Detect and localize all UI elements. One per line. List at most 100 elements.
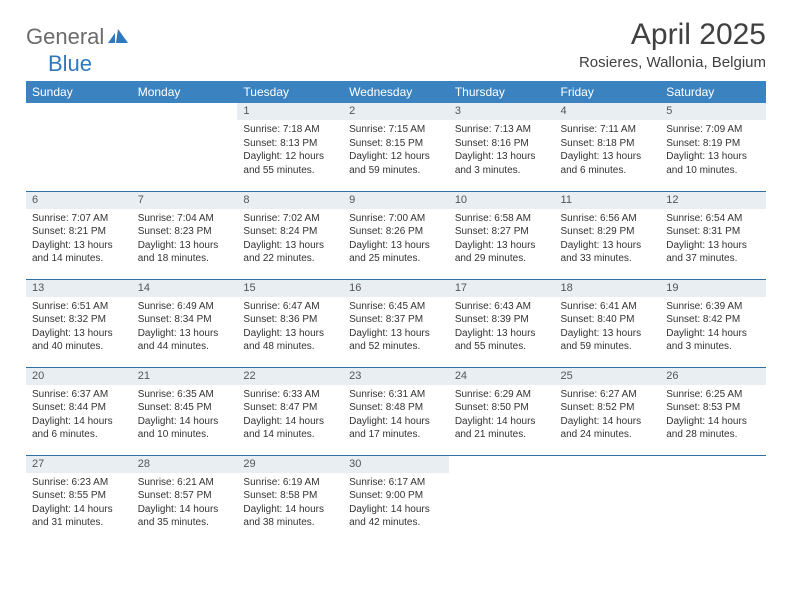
- day-details: Sunrise: 6:45 AMSunset: 8:37 PMDaylight:…: [343, 297, 449, 354]
- day-number: 4: [555, 103, 661, 120]
- day-header: Tuesday: [237, 81, 343, 103]
- brand-part2: Blue: [48, 51, 92, 77]
- day-number: 15: [237, 280, 343, 297]
- day-number: 1: [237, 103, 343, 120]
- day-details: Sunrise: 7:00 AMSunset: 8:26 PMDaylight:…: [343, 209, 449, 266]
- calendar-cell: .: [449, 455, 555, 543]
- day-number: 21: [132, 368, 238, 385]
- day-header: Friday: [555, 81, 661, 103]
- calendar-table: Sunday Monday Tuesday Wednesday Thursday…: [26, 81, 766, 543]
- day-number: 3: [449, 103, 555, 120]
- day-details: Sunrise: 6:35 AMSunset: 8:45 PMDaylight:…: [132, 385, 238, 442]
- day-details: Sunrise: 6:49 AMSunset: 8:34 PMDaylight:…: [132, 297, 238, 354]
- day-details: Sunrise: 6:43 AMSunset: 8:39 PMDaylight:…: [449, 297, 555, 354]
- day-number: 24: [449, 368, 555, 385]
- calendar-cell: 16Sunrise: 6:45 AMSunset: 8:37 PMDayligh…: [343, 279, 449, 367]
- calendar-cell: 18Sunrise: 6:41 AMSunset: 8:40 PMDayligh…: [555, 279, 661, 367]
- day-details: Sunrise: 6:19 AMSunset: 8:58 PMDaylight:…: [237, 473, 343, 530]
- day-number: 6: [26, 192, 132, 209]
- day-number: 19: [660, 280, 766, 297]
- calendar-cell: 8Sunrise: 7:02 AMSunset: 8:24 PMDaylight…: [237, 191, 343, 279]
- day-details: Sunrise: 6:54 AMSunset: 8:31 PMDaylight:…: [660, 209, 766, 266]
- calendar-cell: 1Sunrise: 7:18 AMSunset: 8:13 PMDaylight…: [237, 103, 343, 191]
- calendar-cell: .: [555, 455, 661, 543]
- day-details: Sunrise: 6:56 AMSunset: 8:29 PMDaylight:…: [555, 209, 661, 266]
- day-number: 25: [555, 368, 661, 385]
- day-details: Sunrise: 6:33 AMSunset: 8:47 PMDaylight:…: [237, 385, 343, 442]
- location-text: Rosieres, Wallonia, Belgium: [579, 54, 766, 71]
- calendar-cell: .: [132, 103, 238, 191]
- day-details: Sunrise: 6:51 AMSunset: 8:32 PMDaylight:…: [26, 297, 132, 354]
- calendar-cell: 15Sunrise: 6:47 AMSunset: 8:36 PMDayligh…: [237, 279, 343, 367]
- calendar-row: 6Sunrise: 7:07 AMSunset: 8:21 PMDaylight…: [26, 191, 766, 279]
- day-details: Sunrise: 7:02 AMSunset: 8:24 PMDaylight:…: [237, 209, 343, 266]
- day-details: Sunrise: 7:07 AMSunset: 8:21 PMDaylight:…: [26, 209, 132, 266]
- day-number: 13: [26, 280, 132, 297]
- day-details: Sunrise: 6:21 AMSunset: 8:57 PMDaylight:…: [132, 473, 238, 530]
- day-details: Sunrise: 6:17 AMSunset: 9:00 PMDaylight:…: [343, 473, 449, 530]
- calendar-cell: 30Sunrise: 6:17 AMSunset: 9:00 PMDayligh…: [343, 455, 449, 543]
- day-number: 23: [343, 368, 449, 385]
- day-number: 12: [660, 192, 766, 209]
- header: General April 2025 Rosieres, Wallonia, B…: [26, 18, 766, 71]
- calendar-cell: 26Sunrise: 6:25 AMSunset: 8:53 PMDayligh…: [660, 367, 766, 455]
- calendar-cell: 28Sunrise: 6:21 AMSunset: 8:57 PMDayligh…: [132, 455, 238, 543]
- calendar-cell: 20Sunrise: 6:37 AMSunset: 8:44 PMDayligh…: [26, 367, 132, 455]
- calendar-cell: .: [660, 455, 766, 543]
- brand-part1: General: [26, 24, 104, 50]
- calendar-cell: 17Sunrise: 6:43 AMSunset: 8:39 PMDayligh…: [449, 279, 555, 367]
- day-details: Sunrise: 6:39 AMSunset: 8:42 PMDaylight:…: [660, 297, 766, 354]
- calendar-cell: 6Sunrise: 7:07 AMSunset: 8:21 PMDaylight…: [26, 191, 132, 279]
- day-number: 28: [132, 456, 238, 473]
- day-header: Thursday: [449, 81, 555, 103]
- calendar-cell: 29Sunrise: 6:19 AMSunset: 8:58 PMDayligh…: [237, 455, 343, 543]
- calendar-cell: 5Sunrise: 7:09 AMSunset: 8:19 PMDaylight…: [660, 103, 766, 191]
- day-number: 10: [449, 192, 555, 209]
- day-number: 9: [343, 192, 449, 209]
- day-number: 30: [343, 456, 449, 473]
- day-details: Sunrise: 6:47 AMSunset: 8:36 PMDaylight:…: [237, 297, 343, 354]
- day-header: Saturday: [660, 81, 766, 103]
- calendar-row: 13Sunrise: 6:51 AMSunset: 8:32 PMDayligh…: [26, 279, 766, 367]
- day-number: 16: [343, 280, 449, 297]
- day-details: Sunrise: 6:31 AMSunset: 8:48 PMDaylight:…: [343, 385, 449, 442]
- day-number: 2: [343, 103, 449, 120]
- day-details: Sunrise: 7:09 AMSunset: 8:19 PMDaylight:…: [660, 120, 766, 177]
- day-number: 17: [449, 280, 555, 297]
- day-details: Sunrise: 6:29 AMSunset: 8:50 PMDaylight:…: [449, 385, 555, 442]
- day-number: 22: [237, 368, 343, 385]
- calendar-cell: .: [26, 103, 132, 191]
- calendar-cell: 12Sunrise: 6:54 AMSunset: 8:31 PMDayligh…: [660, 191, 766, 279]
- day-details: Sunrise: 7:13 AMSunset: 8:16 PMDaylight:…: [449, 120, 555, 177]
- calendar-cell: 19Sunrise: 6:39 AMSunset: 8:42 PMDayligh…: [660, 279, 766, 367]
- day-number: 20: [26, 368, 132, 385]
- day-number: 5: [660, 103, 766, 120]
- calendar-cell: 10Sunrise: 6:58 AMSunset: 8:27 PMDayligh…: [449, 191, 555, 279]
- day-details: Sunrise: 6:37 AMSunset: 8:44 PMDaylight:…: [26, 385, 132, 442]
- calendar-cell: 27Sunrise: 6:23 AMSunset: 8:55 PMDayligh…: [26, 455, 132, 543]
- calendar-cell: 11Sunrise: 6:56 AMSunset: 8:29 PMDayligh…: [555, 191, 661, 279]
- day-number: 7: [132, 192, 238, 209]
- calendar-cell: 14Sunrise: 6:49 AMSunset: 8:34 PMDayligh…: [132, 279, 238, 367]
- day-number: 11: [555, 192, 661, 209]
- day-details: Sunrise: 6:25 AMSunset: 8:53 PMDaylight:…: [660, 385, 766, 442]
- calendar-cell: 9Sunrise: 7:00 AMSunset: 8:26 PMDaylight…: [343, 191, 449, 279]
- page-title: April 2025: [579, 18, 766, 52]
- day-number: 29: [237, 456, 343, 473]
- day-details: Sunrise: 7:04 AMSunset: 8:23 PMDaylight:…: [132, 209, 238, 266]
- day-details: Sunrise: 7:11 AMSunset: 8:18 PMDaylight:…: [555, 120, 661, 177]
- calendar-cell: 3Sunrise: 7:13 AMSunset: 8:16 PMDaylight…: [449, 103, 555, 191]
- calendar-cell: 4Sunrise: 7:11 AMSunset: 8:18 PMDaylight…: [555, 103, 661, 191]
- day-header: Sunday: [26, 81, 132, 103]
- brand-logo: General: [26, 24, 132, 50]
- calendar-cell: 7Sunrise: 7:04 AMSunset: 8:23 PMDaylight…: [132, 191, 238, 279]
- day-details: Sunrise: 6:58 AMSunset: 8:27 PMDaylight:…: [449, 209, 555, 266]
- day-details: Sunrise: 6:27 AMSunset: 8:52 PMDaylight:…: [555, 385, 661, 442]
- calendar-cell: 13Sunrise: 6:51 AMSunset: 8:32 PMDayligh…: [26, 279, 132, 367]
- day-header: Monday: [132, 81, 238, 103]
- calendar-cell: 25Sunrise: 6:27 AMSunset: 8:52 PMDayligh…: [555, 367, 661, 455]
- day-number: 18: [555, 280, 661, 297]
- day-details: Sunrise: 6:41 AMSunset: 8:40 PMDaylight:…: [555, 297, 661, 354]
- day-number: 26: [660, 368, 766, 385]
- calendar-row: 20Sunrise: 6:37 AMSunset: 8:44 PMDayligh…: [26, 367, 766, 455]
